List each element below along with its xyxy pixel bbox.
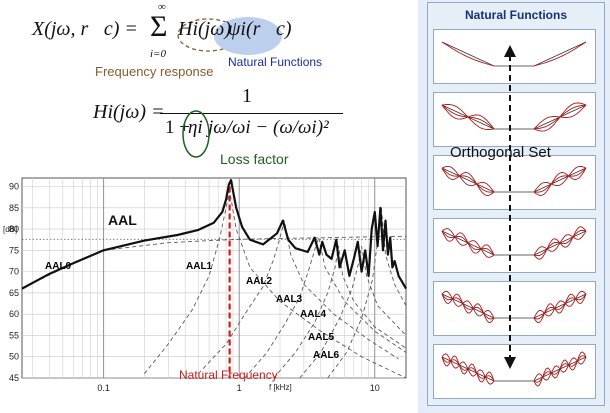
equation2-lhs: Hi(jω) =	[93, 101, 165, 123]
structure-line	[441, 41, 495, 67]
mode-shape-3	[433, 155, 596, 210]
frequency-response-label: Frequency response	[95, 64, 214, 79]
component-label-aal0: AAL0	[45, 261, 72, 272]
mode-curve	[533, 293, 587, 324]
mode-shape-plot	[441, 102, 587, 132]
mode-curve	[533, 293, 587, 320]
component-label-aal2: AAL2	[246, 276, 273, 287]
mode-curve	[441, 293, 495, 320]
orthogonal-set-label: Orthogonal Set	[450, 144, 551, 161]
mode-curve	[533, 226, 587, 260]
mode-curve	[533, 167, 587, 193]
mode-curve	[441, 167, 495, 196]
x-tick-label: 0.1	[97, 383, 110, 393]
y-tick-label: 70	[9, 267, 19, 277]
fraction-bar	[160, 113, 343, 114]
equation2-denominator-b: jω/ωi − (ω/ωi)²	[208, 117, 329, 138]
mode-curve	[533, 351, 587, 387]
sum-symbol: Σ	[150, 10, 168, 43]
equation1-lhs: X(jω, r⃗c) =	[32, 18, 138, 40]
x-axis-label: f [kHz]	[269, 383, 292, 392]
chart-tick-labels: 45 50 55 60 65 70 75 80 85 90 0.1 1 10	[9, 182, 380, 393]
mode-curve	[533, 41, 587, 67]
component-curve-5	[299, 246, 407, 379]
equation2-denominator-eta: ηi	[188, 117, 203, 138]
mode-curve	[441, 293, 495, 324]
mode-shape-plot	[441, 41, 587, 67]
mode-curve	[533, 102, 587, 132]
mode-curve	[441, 355, 495, 383]
y-tick-label: 80	[9, 224, 19, 234]
mode-curve	[441, 165, 495, 193]
mode-curve	[441, 167, 495, 193]
total-aal-curve	[21, 179, 407, 290]
component-label-aal6: AAL6	[313, 350, 340, 361]
mode-shape-6	[433, 344, 596, 399]
sum-lower-limit: i=0	[150, 48, 166, 60]
component-label-aal5: AAL5	[308, 332, 335, 343]
y-tick-label: 60	[9, 309, 19, 319]
mode-shape-1	[433, 29, 596, 84]
mode-curve	[533, 290, 587, 319]
loss-factor-ellipse	[182, 110, 210, 158]
orthogonal-arrow	[504, 45, 516, 369]
chart-grid	[21, 177, 407, 379]
equation1-h-term: Hi(jω)	[178, 18, 231, 40]
sum-upper-limit: ∞	[158, 1, 166, 13]
mode-shape-2	[433, 92, 596, 147]
y-axis-label: [dB]	[3, 225, 18, 234]
psi-highlight-ellipse	[214, 17, 282, 55]
mode-curve	[441, 41, 495, 67]
natural-frequency-label: Natural Frequency	[179, 368, 278, 382]
natural-functions-title: Natural Functions	[464, 8, 567, 22]
structure-line	[533, 167, 587, 193]
loss-factor-label: Loss factor	[220, 151, 289, 167]
y-tick-label: 85	[9, 203, 19, 213]
structure-line	[533, 41, 587, 67]
y-tick-label: 75	[9, 245, 19, 255]
structure-line	[441, 293, 495, 319]
equation1-psi-term: ψi(r⃗c)	[228, 18, 292, 40]
aal-series-label: AAL	[108, 212, 137, 228]
component-curve-4	[273, 246, 407, 379]
natural-functions-panel: Natural Functions	[427, 2, 605, 406]
component-label-aal1: AAL1	[186, 261, 213, 272]
y-tick-label: 45	[9, 373, 19, 383]
mode-curve	[441, 290, 495, 319]
mode-shape-plot	[441, 290, 587, 324]
mode-curve	[441, 104, 495, 130]
component-label-aal3: AAL3	[276, 294, 303, 305]
mode-shape-plot	[441, 165, 587, 196]
mode-shape-plot	[441, 226, 587, 260]
structure-line	[441, 167, 495, 193]
component-label-aal4: AAL4	[300, 309, 327, 320]
mode-shape-4	[433, 218, 596, 273]
mode-curve	[533, 165, 587, 193]
aal-frequency-chart: 45 50 55 60 65 70 75 80 85 90 0.1 1 10	[9, 177, 407, 393]
y-tick-label: 55	[9, 330, 19, 340]
mode-shape-5	[433, 281, 596, 336]
total-aal-line	[21, 179, 407, 290]
x-tick-label: 10	[370, 383, 380, 393]
mode-curve	[533, 167, 587, 196]
structure-line	[533, 293, 587, 319]
y-tick-label: 50	[9, 352, 19, 362]
x-tick-label: 1	[237, 383, 242, 393]
y-tick-label: 65	[9, 288, 19, 298]
y-tick-label: 90	[9, 182, 19, 192]
mode-shape-plot	[441, 351, 587, 387]
component-curve-3	[244, 235, 407, 379]
equation2-numerator: 1	[242, 85, 252, 107]
mode-curve	[441, 230, 495, 256]
natural-functions-callout: Natural Functions	[228, 55, 323, 69]
